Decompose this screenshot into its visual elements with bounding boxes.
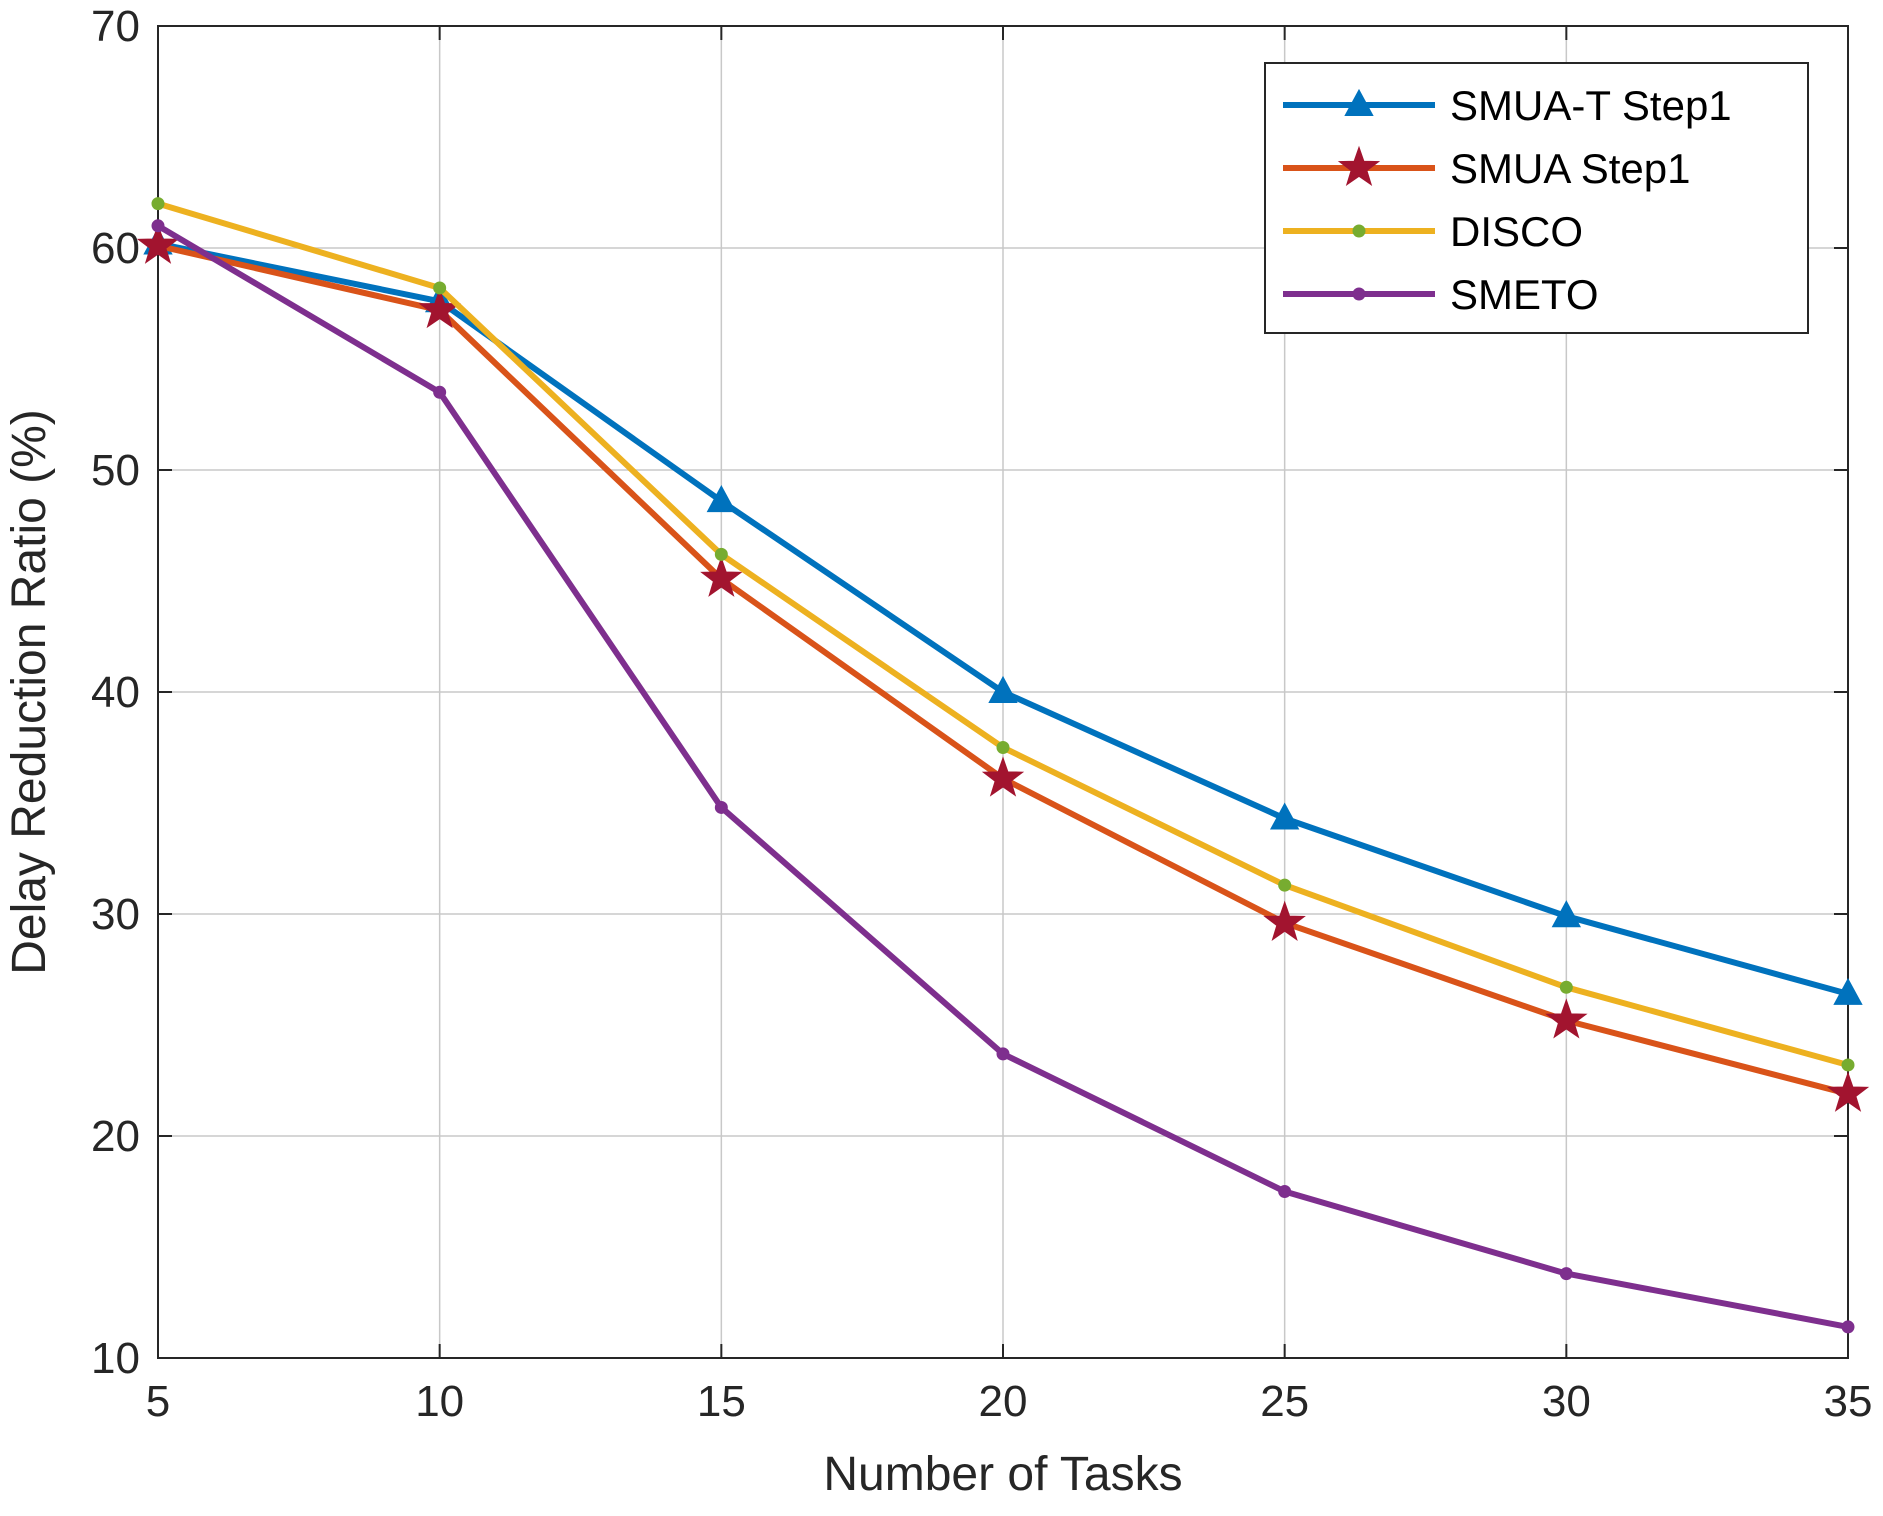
y-axis-title: Delay Reduction Ratio (%) — [3, 409, 56, 975]
legend-box — [1264, 62, 1809, 334]
data-point — [136, 223, 180, 264]
x-tick-label: 35 — [1824, 1377, 1873, 1426]
data-point — [151, 197, 165, 211]
x-tick-label: 5 — [146, 1377, 170, 1426]
data-point — [1269, 802, 1300, 830]
data-point — [433, 385, 447, 399]
data-point — [1545, 998, 1588, 1039]
data-point — [1278, 878, 1292, 892]
legend-label: SMUA Step1 — [1450, 145, 1690, 192]
legend-marker — [1352, 224, 1366, 238]
data-point — [1841, 1320, 1855, 1334]
data-point — [1551, 900, 1582, 928]
x-tick-label: 10 — [415, 1377, 464, 1426]
x-axis-ticks: 5 10 15 20 25 30 35 — [146, 26, 1873, 1426]
data-point — [714, 547, 728, 561]
x-tick-label: 30 — [1542, 1377, 1591, 1426]
legend-marker — [1337, 145, 1381, 187]
legend-marker — [1344, 88, 1374, 116]
data-point — [1559, 1267, 1573, 1281]
x-axis-title: Number of Tasks — [823, 1448, 1182, 1501]
y-tick-label: 10 — [91, 1334, 140, 1383]
legend-label: SMUA-T Step1 — [1450, 82, 1732, 129]
legend-item: SMUA-T Step1 — [1283, 82, 1732, 129]
data-point — [996, 1047, 1010, 1061]
data-point — [996, 741, 1010, 754]
y-tick-label: 70 — [91, 2, 140, 51]
y-tick-label: 20 — [91, 1112, 140, 1161]
data-point — [981, 756, 1025, 797]
legend: SMUA-T Step1 SMUA Step1 DISCO SMETO — [1264, 62, 1809, 334]
data-point — [714, 800, 728, 814]
legend-item: SMUA Step1 — [1283, 145, 1690, 192]
data-point — [1263, 900, 1306, 941]
x-tick-label: 25 — [1260, 1377, 1309, 1426]
series-disco — [151, 197, 1855, 1072]
legend-marker — [1352, 287, 1366, 301]
data-point — [1833, 977, 1863, 1005]
data-point — [1841, 1058, 1855, 1072]
y-tick-label: 50 — [91, 446, 140, 495]
data-point — [151, 219, 165, 233]
legend-label: SMETO — [1450, 271, 1599, 318]
data-point — [1278, 1185, 1292, 1198]
x-tick-label: 20 — [979, 1377, 1028, 1426]
data-point — [706, 484, 737, 513]
data-point — [1559, 980, 1573, 994]
series-smua-step1 — [136, 223, 1870, 1112]
legend-item: DISCO — [1283, 208, 1583, 255]
legend-item: SMETO — [1283, 271, 1599, 318]
series-smeto — [151, 219, 1855, 1334]
series-group — [136, 197, 1870, 1334]
data-point — [1826, 1071, 1870, 1112]
data-point — [700, 556, 743, 597]
data-point — [433, 281, 447, 295]
legend-label: DISCO — [1450, 208, 1583, 255]
y-tick-label: 30 — [91, 890, 140, 939]
y-axis-ticks: 10 20 30 40 50 60 70 — [91, 2, 1848, 1383]
y-tick-label: 40 — [91, 668, 140, 717]
data-point — [988, 675, 1018, 703]
y-tick-label: 60 — [91, 224, 140, 273]
x-tick-label: 15 — [697, 1377, 746, 1426]
